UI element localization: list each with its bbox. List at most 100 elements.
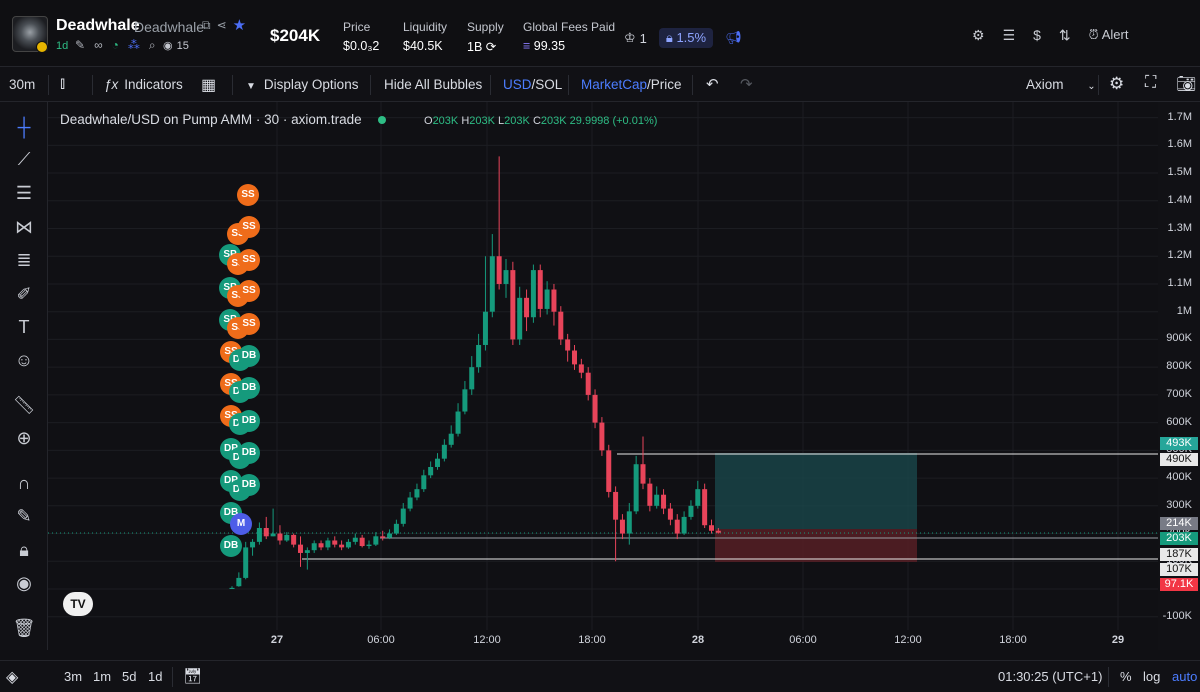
share-icon[interactable]: ⋖ <box>216 18 227 32</box>
trade-bubble[interactable]: DB <box>238 377 260 399</box>
candle-body <box>489 256 495 312</box>
lock-icon: 🔒︎ <box>665 30 673 45</box>
candle-body <box>613 491 619 520</box>
candle-body <box>551 289 557 312</box>
currency-toggle[interactable]: USD/SOL <box>503 77 563 92</box>
indicators-button[interactable]: ƒx Indicators <box>104 77 183 92</box>
website-icon[interactable]: ∞ <box>94 38 103 52</box>
range-1m[interactable]: 1m <box>93 669 112 684</box>
copy-icon[interactable]: ⧉ <box>202 18 211 32</box>
chart-settings-icon[interactable]: ⚙ <box>1109 74 1125 93</box>
crosshair-icon[interactable]: ┼ <box>17 117 31 137</box>
stat-supply: Supply 1B ⟳ <box>467 20 504 54</box>
settings-icon[interactable]: ⚙ <box>972 27 985 43</box>
candle-body <box>476 344 482 368</box>
range-3m[interactable]: 3m <box>64 669 83 684</box>
trade-bubble[interactable]: SS <box>238 313 260 335</box>
candle-body <box>407 497 413 509</box>
trade-bubble[interactable]: DB <box>238 442 260 464</box>
emoji-icon[interactable]: ☺ <box>14 350 34 370</box>
list-icon[interactable]: ☰ <box>1002 27 1016 43</box>
dollar-icon[interactable]: $ <box>1033 27 1041 43</box>
swap-icon[interactable]: ⇅ <box>1058 27 1071 43</box>
candle-type-icon[interactable]: ⫾ <box>60 75 66 92</box>
candle-body <box>291 534 297 545</box>
profit-zone <box>715 453 917 529</box>
token-name: Deadwhale <box>56 17 140 34</box>
trade-bubble[interactable]: SS <box>238 249 260 271</box>
x-tick-label: 12:00 <box>894 634 922 646</box>
trend-line-icon[interactable]: ⟋ <box>17 149 31 169</box>
fullscreen-icon[interactable]: ⛶ <box>1145 74 1157 91</box>
display-options-button[interactable]: ▼ Display Options <box>246 77 359 92</box>
trade-bubble[interactable]: DB <box>238 345 260 367</box>
candle-body <box>318 543 324 548</box>
time-axis[interactable]: 27 06:00 12:00 18:00 28 06:00 12:00 18:00 29 <box>48 630 1158 650</box>
undo-icon[interactable]: ↶ <box>706 76 719 93</box>
log-toggle[interactable]: log <box>1143 669 1161 684</box>
candle-body <box>270 533 276 537</box>
y-tick-label: 1.6M <box>1167 138 1192 151</box>
trade-bubble[interactable]: DB <box>238 410 260 432</box>
trade-bubble[interactable]: M <box>230 513 252 535</box>
text-icon[interactable]: T <box>18 317 30 337</box>
magnet-icon[interactable]: ∩ <box>17 473 31 493</box>
range-5d[interactable]: 5d <box>122 669 137 684</box>
fib-icon[interactable]: ≣ <box>16 250 32 270</box>
pump-icon[interactable]: ◔ <box>111 38 119 52</box>
star-icon[interactable]: ★ <box>232 17 247 34</box>
alert-button[interactable]: ⏰︎ Alert <box>1088 27 1129 42</box>
candle-body <box>599 422 605 451</box>
range-1d[interactable]: 1d <box>148 669 163 684</box>
hide-bubbles-button[interactable]: Hide All Bubbles <box>384 77 483 92</box>
clock-readout[interactable]: 01:30:25 (UTC+1) <box>998 669 1103 684</box>
edit-icon[interactable]: ✎ <box>75 38 86 52</box>
camera-icon[interactable]: 📷︎ <box>1176 76 1197 93</box>
trade-bubble[interactable]: DB <box>220 535 242 557</box>
candle-body <box>667 508 673 520</box>
provider-select[interactable]: Axiom ⌄ <box>1026 77 1096 92</box>
y-tick-label: 700K <box>1166 387 1192 400</box>
token-avatar[interactable] <box>12 16 48 53</box>
percent-toggle[interactable]: % <box>1120 669 1132 684</box>
trade-bubble[interactable]: SS <box>238 216 260 238</box>
pattern-icon[interactable]: ⋈ <box>15 217 33 237</box>
candle-body <box>263 527 269 537</box>
layers-icon[interactable]: ◈ <box>6 669 19 686</box>
tradingview-logo[interactable]: TV <box>63 592 93 616</box>
horizontal-lines-icon[interactable]: ☰ <box>15 183 33 203</box>
stat-liquidity: Liquidity $40.5K <box>403 20 448 53</box>
trade-bubble[interactable]: DB <box>238 474 260 496</box>
candle-body <box>441 444 447 459</box>
visibility-icon[interactable]: ◉ <box>16 573 32 593</box>
ruler-icon[interactable]: 📏︎ <box>12 395 36 415</box>
candle-body <box>387 533 393 538</box>
redo-icon[interactable]: ↷ <box>740 76 753 93</box>
trade-bubble[interactable]: SS <box>238 280 260 302</box>
trade-bubble[interactable]: SS <box>237 184 259 206</box>
y-tick-label: 1.3M <box>1167 221 1192 234</box>
lock-drawings-icon[interactable]: 🔒︎ <box>19 540 29 560</box>
mcap-price-toggle[interactable]: MarketCap/Price <box>581 77 682 92</box>
candle-body <box>229 587 235 589</box>
candle-body <box>695 489 701 506</box>
candle-body <box>243 547 249 578</box>
candle-body <box>510 270 516 340</box>
zoom-in-icon[interactable]: ⊕ <box>16 428 32 448</box>
layout-icon[interactable]: ▦ <box>201 77 217 94</box>
holders-chip[interactable]: ♔ 1 <box>624 30 647 46</box>
candle-body <box>709 525 714 531</box>
trash-icon[interactable]: 🗑︎ <box>12 618 36 638</box>
price-chart[interactable] <box>48 102 1158 650</box>
search-icon[interactable]: ⌕ <box>148 38 156 52</box>
draw-lock-icon[interactable]: ✎ <box>16 506 32 526</box>
interval-button[interactable]: 30m <box>9 77 36 92</box>
calendar-icon[interactable]: 📅︎ <box>183 668 203 685</box>
brush-icon[interactable]: ✐ <box>16 284 32 304</box>
y-tick-label: 900K <box>1166 332 1192 345</box>
lock-chip[interactable]: 🔒︎ 1.5% <box>658 28 714 48</box>
megaphone-icon[interactable]: 📢︎ <box>725 30 742 45</box>
refresh-icon[interactable]: ⟳ <box>485 40 497 54</box>
community-icon[interactable]: ⁂ <box>127 38 140 52</box>
auto-toggle[interactable]: auto <box>1172 669 1198 684</box>
